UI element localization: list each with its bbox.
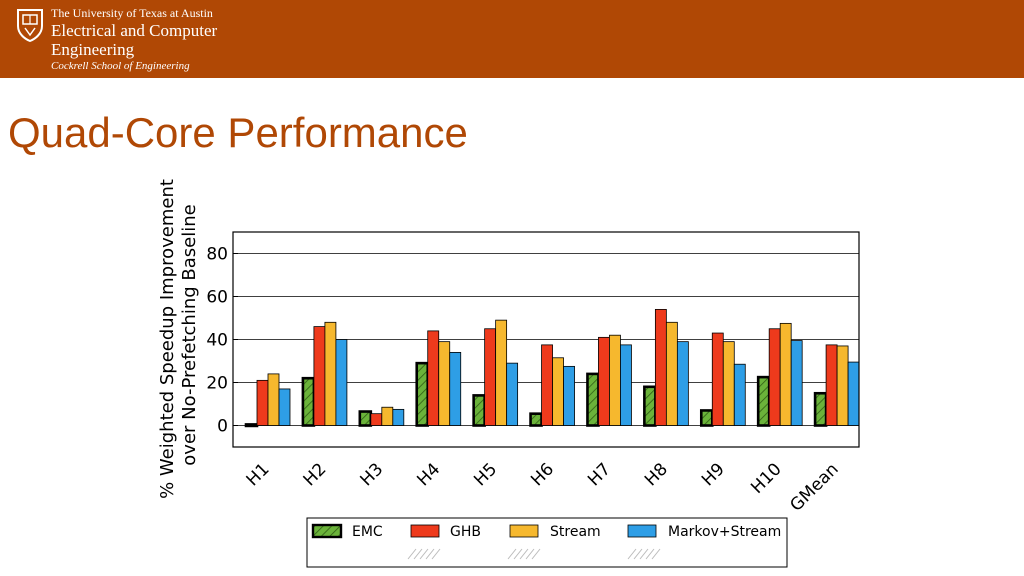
bar-markov-stream-gmean — [847, 361, 860, 426]
bar-emc-h10 — [756, 375, 771, 427]
legend-hatch-mark — [531, 548, 541, 560]
x-tick-label: H5 — [470, 459, 501, 490]
bar-emc-h7 — [586, 372, 600, 427]
bar-stream-h5 — [495, 319, 508, 426]
x-tick-label: H1 — [243, 459, 274, 490]
y-tick-label: 20 — [206, 374, 228, 394]
legend-hatch-mark — [413, 548, 423, 560]
plot-frame — [232, 231, 860, 448]
bar-markov-stream-h1 — [278, 388, 291, 426]
x-tick-label: H3 — [357, 459, 388, 490]
bar-emc-h8 — [643, 385, 657, 427]
y-tick-label: 40 — [206, 331, 228, 351]
school-name: Cockrell School of Engineering — [51, 60, 190, 72]
legend-label-emc: EMC — [352, 524, 383, 540]
legend-hatch-mark — [425, 548, 435, 560]
bar-ghb-h3 — [370, 413, 383, 426]
legend-swatch-emc — [311, 523, 343, 539]
bar-ghb-h1 — [256, 379, 269, 426]
legend-label-stream: Stream — [550, 524, 601, 540]
legend-swatch-ghb — [410, 524, 440, 538]
bar-emc-h2 — [301, 376, 316, 427]
bar-ghb-h5 — [484, 328, 497, 426]
legend-box — [306, 517, 788, 568]
header-bar: The University of Texas at Austin Electr… — [0, 0, 1024, 78]
bar-stream-h8 — [665, 321, 678, 426]
bar-ghb-gmean — [825, 344, 838, 426]
bar-markov-stream-h9 — [733, 363, 746, 426]
bar-stream-h2 — [324, 321, 337, 426]
department-name-line1: Electrical and Computer — [51, 21, 218, 40]
x-tick-label: GMean — [786, 459, 842, 515]
bar-stream-h4 — [438, 341, 451, 426]
bar-emc-h1 — [244, 423, 259, 428]
x-tick-label: H10 — [747, 459, 785, 497]
bar-ghb-h4 — [427, 330, 440, 426]
y-tick-label: 0 — [217, 417, 228, 437]
bar-ghb-h7 — [598, 336, 610, 426]
legend-hatch-mark — [627, 548, 637, 560]
bar-stream-h6 — [552, 357, 564, 426]
bar-emc-h9 — [699, 409, 714, 427]
bar-stream-h9 — [722, 341, 735, 426]
legend-hatch-mark — [407, 548, 417, 560]
bar-ghb-h10 — [768, 328, 781, 426]
bar-stream-h10 — [779, 322, 792, 426]
x-tick-label: H7 — [584, 459, 615, 490]
bar-ghb-h9 — [711, 332, 724, 426]
x-tick-label: H6 — [527, 459, 558, 490]
x-tick-label: H2 — [300, 459, 331, 490]
bar-markov-stream-h7 — [620, 344, 632, 426]
legend-hatch-mark — [525, 548, 535, 560]
slide-title: Quad-Core Performance — [8, 109, 468, 156]
legend-hatch-mark — [651, 548, 661, 560]
university-name: The University of Texas at Austin — [51, 6, 213, 20]
legend-hatch-mark — [519, 548, 529, 560]
legend-label-markov-stream: Markov+Stream — [668, 524, 781, 540]
bar-ghb-h8 — [654, 308, 667, 426]
legend-swatch-markov-stream — [627, 524, 657, 538]
bar-markov-stream-h10 — [790, 340, 803, 426]
y-tick-label: 80 — [206, 245, 228, 265]
y-axis-label-line2: over No-Prefetching Baseline — [179, 204, 200, 465]
bar-stream-gmean — [836, 345, 849, 426]
department-name-line2: Engineering — [51, 40, 135, 59]
y-tick-label: 60 — [206, 288, 228, 308]
bar-ghb-h2 — [313, 326, 326, 426]
legend-hatch-mark — [431, 548, 441, 560]
header-text: The University of Texas at Austin Electr… — [51, 6, 217, 74]
bar-stream-h7 — [609, 334, 621, 426]
bar-emc-h6 — [529, 412, 543, 427]
bar-emc-gmean — [813, 391, 828, 427]
legend-hatch-mark — [507, 548, 517, 560]
ut-seal-icon — [17, 9, 43, 42]
bar-markov-stream-h6 — [563, 365, 575, 426]
legend-hatch-mark — [513, 548, 523, 560]
bar-markov-stream-h3 — [392, 408, 405, 426]
y-axis-label-line1: % Weighted Speedup Improvement — [157, 179, 178, 499]
legend-hatch-mark — [419, 548, 429, 560]
bar-markov-stream-h5 — [506, 362, 519, 426]
bar-emc-h5 — [472, 394, 486, 427]
bar-stream-h3 — [381, 406, 394, 426]
legend-hatch-mark — [645, 548, 655, 560]
bar-markov-stream-h4 — [449, 351, 462, 426]
legend: EMC GHB Stream Markov+Stream — [306, 517, 788, 568]
legend-swatch-stream — [509, 524, 539, 538]
legend-hatch-mark — [633, 548, 643, 560]
bar-emc-h4 — [415, 361, 430, 427]
legend-label-ghb: GHB — [450, 524, 481, 540]
legend-hatch-mark — [639, 548, 649, 560]
bar-markov-stream-h8 — [676, 341, 689, 426]
bar-ghb-h6 — [541, 344, 553, 426]
bar-stream-h1 — [267, 373, 280, 426]
x-tick-label: H4 — [413, 459, 444, 490]
x-tick-label: H9 — [698, 459, 729, 490]
x-tick-label: H8 — [641, 459, 672, 490]
bar-markov-stream-h2 — [335, 339, 348, 426]
bar-emc-h3 — [358, 410, 373, 427]
